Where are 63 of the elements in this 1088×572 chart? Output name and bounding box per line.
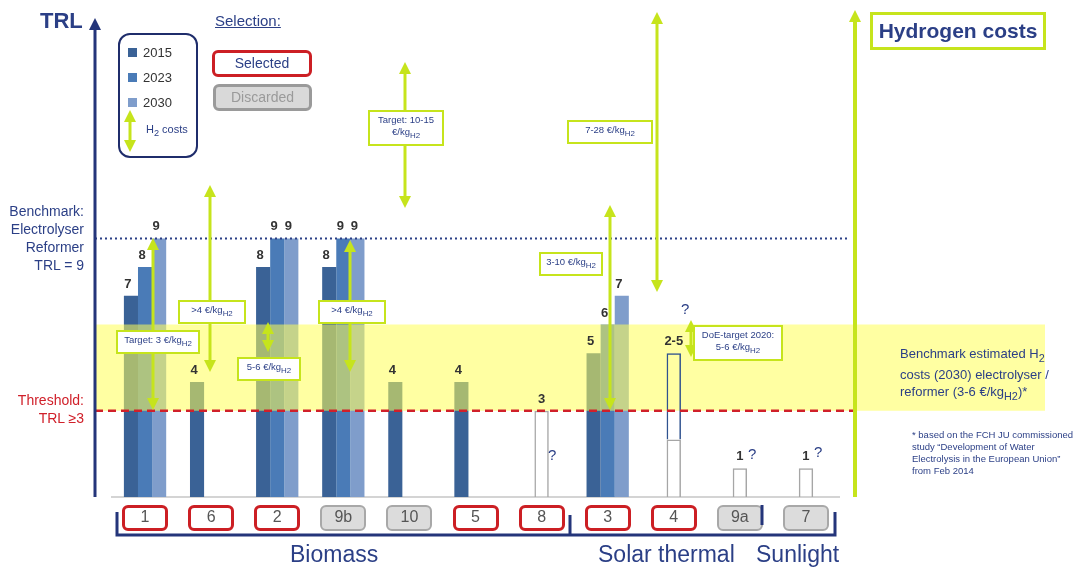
annotation: 3-10 €/kg$_{H2}$: [539, 252, 603, 276]
x-tick-label: 6: [206, 508, 216, 526]
data-label: 1: [736, 448, 744, 464]
data-label: 6: [601, 304, 609, 320]
x-tick-label: 2: [272, 508, 282, 526]
x-tick-label: 8: [537, 508, 547, 526]
data-label: 8: [256, 247, 264, 263]
x-tick-label: 7: [801, 508, 811, 526]
data-label: 9: [350, 218, 359, 234]
x-tick-label: 5: [471, 508, 481, 526]
band-label: Benchmark estimated H$_{2}$ costs (2030) electrolyser / reformer (3-6 €/kg$_{H2}$)*: [900, 344, 1050, 404]
data-label: 9: [152, 218, 160, 234]
data-label: 7: [615, 275, 623, 291]
x-tick-label: 9a: [730, 508, 749, 526]
text: * based on the FCH JU commissioned study “Development of Water Electrolysis in the European Union” from Feb 2014: [912, 429, 1075, 477]
x-tick-label: 3: [603, 508, 613, 526]
data-label: 7: [124, 275, 132, 291]
x-tick-label: 4: [669, 508, 679, 526]
data-label: 8: [322, 247, 330, 263]
data-label: 9: [270, 218, 278, 234]
data-label: 8: [138, 247, 146, 263]
legend-label: 2015: [143, 45, 172, 60]
bar: [614, 295, 629, 497]
annotation: Selection:: [215, 12, 281, 29]
bar: [189, 382, 205, 497]
legend-label: 2030: [143, 95, 172, 110]
data-label: 9: [284, 218, 292, 234]
ref-line-label: Benchmark: Electrolyser Reformer TRL = 9: [8, 202, 84, 275]
text: Sunlight: [756, 541, 840, 568]
annotation: ?: [814, 443, 823, 460]
x-tick-label: 10: [400, 508, 419, 526]
data-label: 1: [802, 448, 810, 464]
x-tick-label: 1: [140, 508, 150, 526]
legend-label: 2023: [143, 70, 172, 85]
data-label: 2-5: [664, 333, 684, 349]
annotation: Target: 3 €/kg$_{H2}$: [116, 330, 200, 354]
bar: [388, 382, 403, 497]
annotation: Selected: [212, 50, 312, 77]
annotation: H$_{2}$ costs: [146, 123, 188, 139]
text: Biomass: [290, 541, 379, 568]
annotation: Target: 10-15 €/kg$_{H2}$: [368, 110, 444, 146]
x-tick-label: 9b: [334, 508, 353, 526]
annotation: 7-28 €/kg$_{H2}$: [567, 120, 653, 144]
text: Solar thermal: [598, 541, 735, 568]
annotation: ?: [548, 446, 557, 463]
data-label: 4: [388, 362, 397, 378]
annotation: DoE-target 2020: 5-6 €/kg$_{H2}$: [693, 325, 783, 361]
data-label: 3: [537, 390, 546, 406]
annotation: Discarded: [213, 84, 312, 111]
text: Hydrogen costs: [870, 12, 1046, 50]
y-axis-title: TRL: [40, 8, 83, 34]
bar: [454, 382, 469, 497]
data-label: 4: [454, 362, 463, 378]
data-label: 4: [190, 362, 199, 378]
annotation: >4 €/kg$_{H2}$: [178, 300, 246, 324]
data-label: 5: [586, 333, 595, 349]
annotation: ?: [748, 445, 757, 462]
data-label: 9: [336, 218, 344, 234]
annotation: >4 €/kg$_{H2}$: [318, 300, 386, 324]
bar: [586, 353, 601, 497]
annotation: 5-6 €/kg$_{H2}$: [237, 357, 301, 381]
annotation: ?: [681, 300, 690, 317]
ref-line-label: Threshold: TRL ≥3: [16, 390, 84, 427]
